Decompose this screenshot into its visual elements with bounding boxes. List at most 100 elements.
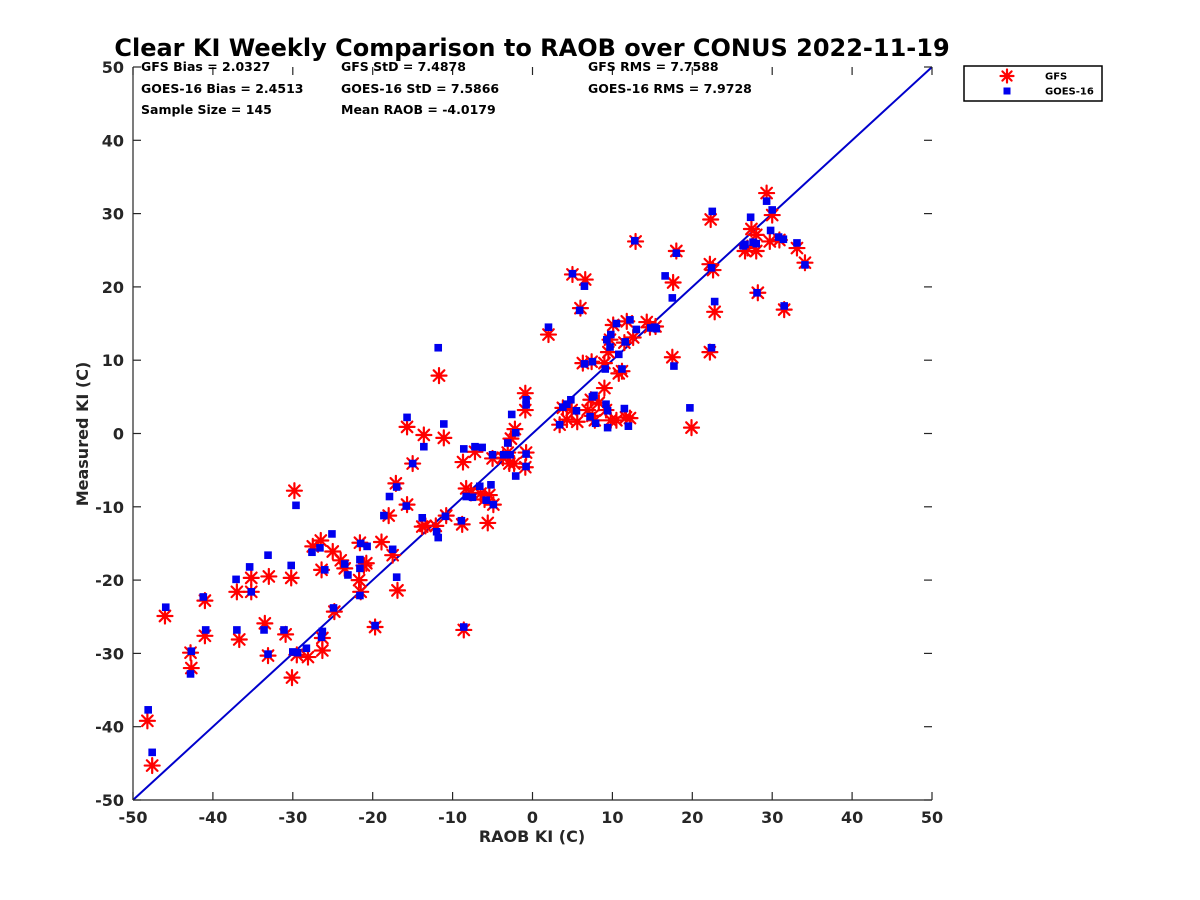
asterisk-marker [372,533,391,551]
gfs-point [427,517,445,535]
gfs-point [516,401,534,419]
goes16-point [408,459,417,468]
goes16-point [434,533,443,542]
goes16-point [601,365,610,373]
goes16-point [555,420,564,429]
goes16-point [507,410,516,419]
goes16-point [289,648,297,656]
asterisk-marker [480,486,498,504]
asterisk-marker [256,614,274,632]
gfs-point [357,554,375,572]
asterisk-marker [621,409,639,427]
goes16-point [522,462,530,471]
goes16-point [606,343,614,351]
y-tick-label: -40 [95,718,124,737]
asterisk-marker [664,273,682,292]
asterisk-marker [260,567,278,586]
asterisk-marker [277,625,295,643]
goes16-point [580,360,589,368]
goes16-point [340,560,349,568]
gfs-point [313,641,331,660]
goes16-point [418,513,427,522]
goes16-point [356,539,365,548]
goes16-point [506,450,514,459]
goes16-point [522,450,530,458]
x-tick-label: 50 [921,808,943,827]
asterisk-marker [502,430,520,448]
goes16-point [260,626,268,634]
goes16-point [590,391,598,400]
goes16-point [588,357,597,366]
gfs-point [502,430,520,448]
gfs-point [435,429,453,447]
gfs-point [350,571,368,589]
gfs-point [590,394,608,412]
legend-box [963,65,1103,102]
gfs-point [430,366,448,385]
goes16-point [420,442,428,451]
goes16-point [753,288,761,297]
goes16-point [630,236,639,245]
goes16-point [780,302,788,310]
gfs-point [663,348,681,366]
y-tick-label: -20 [95,571,124,590]
goes16-point [462,492,470,501]
gfs-point [372,533,391,551]
stat-text: GFS RMS = 7.7588 [588,59,719,74]
goes16-point [434,343,443,352]
goes16-point [287,561,296,570]
gfs-point [454,453,472,471]
gfs-point [702,210,720,229]
goes16-point [768,206,776,214]
goes16-point [708,207,717,216]
goes16-point [710,297,719,306]
asterisk-marker [416,517,435,535]
goes16-point [603,335,611,344]
goes16-point [388,545,397,554]
goes16-point [478,443,486,452]
asterisk-marker [466,443,484,461]
goes16-point [620,404,629,413]
asterisk-marker [624,328,642,347]
gfs-point [299,648,317,666]
goes16-point [317,633,326,642]
stat-text: Sample Size = 145 [141,102,272,117]
asterisk-marker [576,270,594,289]
asterisk-marker [230,630,248,649]
asterisk-marker [568,413,586,431]
asterisk-marker [196,627,214,645]
legend-item-goes-16: GOES-16 [1003,87,1094,98]
goes16-point [591,419,600,428]
asterisk-marker [299,648,317,666]
goes16-point [468,493,477,502]
goes16-point [686,404,694,412]
goes16-point [621,338,629,346]
goes16-point [316,544,324,552]
goes16-point [774,233,783,241]
stat-text: Mean RAOB = -4.0179 [341,102,496,117]
asterisk-marker [143,756,161,775]
gfs-point [324,542,342,561]
asterisk-marker [758,184,776,202]
goes16-point [280,626,288,634]
asterisk-marker [471,485,490,503]
goes16-point [567,395,575,404]
goes16-point [779,235,788,244]
goes16-point [199,593,208,601]
goes16-point [329,604,338,612]
gfs-point [563,401,581,419]
gfs-point [312,531,330,550]
y-tick-label: 40 [102,131,124,150]
goes16-point [371,621,379,630]
goes16-point [302,644,311,653]
y-axis-label: Measured KI (C) [73,362,92,507]
asterisk-marker [388,581,407,599]
gfs-point [568,413,586,431]
goes16-point [320,566,329,574]
gfs-point [462,484,480,502]
gfs-point [505,454,523,473]
x-tick-label: -50 [119,808,148,827]
goes16-point [618,365,626,373]
series-goes-16 [144,197,809,757]
gfs-point [747,242,765,260]
